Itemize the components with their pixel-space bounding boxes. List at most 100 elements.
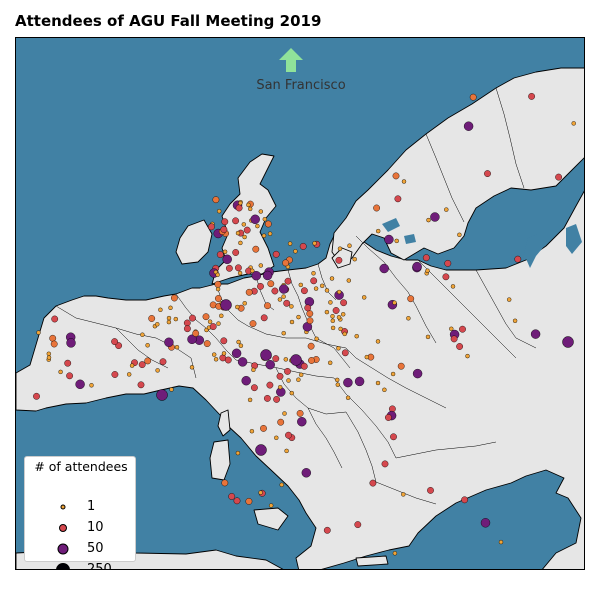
attendee-marker (183, 325, 191, 333)
attendee-marker (242, 234, 247, 240)
attendee-marker (242, 301, 247, 306)
attendee-marker (285, 431, 292, 439)
attendee-marker (264, 302, 271, 310)
attendee-marker (267, 231, 273, 236)
attendee-marker (298, 282, 303, 288)
attendee-marker (64, 359, 72, 367)
attendee-marker (364, 354, 369, 360)
attendee-marker (329, 276, 335, 281)
attendee-marker (255, 223, 260, 229)
attendee-marker (237, 357, 248, 367)
attendee-marker (237, 270, 243, 276)
attendee-marker (323, 526, 331, 534)
attendee-marker (330, 318, 335, 323)
attendee-marker (192, 329, 200, 337)
attendee-marker (216, 321, 221, 326)
attendee-marker (341, 312, 346, 317)
attendee-marker (312, 241, 317, 246)
attendee-marker (233, 497, 241, 505)
attendee-marker (220, 299, 232, 311)
attendee-marker (235, 230, 241, 236)
attendee-marker (384, 414, 392, 421)
attendee-marker (247, 397, 253, 403)
attendee-marker (187, 334, 197, 344)
attendee-marker (220, 226, 228, 233)
attendee-marker (215, 286, 221, 292)
attendee-marker (304, 304, 312, 312)
attendee-marker (376, 228, 381, 234)
attendee-marker (281, 331, 286, 336)
attendee-marker (137, 381, 145, 389)
attendee-marker (220, 337, 228, 345)
attendee-marker (247, 206, 253, 212)
attendee-marker (297, 417, 307, 427)
attendee-marker (459, 325, 466, 333)
attendee-marker (461, 496, 468, 504)
attendee-marker (166, 319, 172, 325)
attendee-marker (290, 354, 302, 366)
attendee-marker (310, 277, 318, 285)
attendee-marker (221, 218, 229, 226)
attendee-marker (166, 315, 172, 321)
attendee-marker (202, 313, 210, 321)
legend-marker (59, 524, 67, 532)
attendee-marker (66, 338, 76, 348)
attendee-marker (251, 270, 262, 281)
attendee-marker (426, 217, 431, 223)
attendee-marker (265, 360, 275, 370)
attendee-marker (211, 352, 217, 357)
attendee-marker (279, 284, 289, 294)
attendee-marker (203, 340, 211, 347)
attendee-marker (235, 304, 240, 310)
attendee-marker (213, 357, 219, 362)
attendee-marker (394, 195, 402, 203)
attendee-marker (382, 387, 387, 392)
attendee-marker (46, 355, 52, 360)
attendee-marker (456, 343, 463, 350)
attendee-marker (375, 380, 381, 386)
attendee-marker (282, 411, 287, 416)
landmass-sicily (253, 507, 289, 531)
attendee-marker (224, 356, 232, 364)
legend-marker (57, 543, 69, 555)
attendee-marker (231, 348, 242, 358)
attendee-marker (498, 539, 504, 545)
attendee-marker (138, 361, 146, 368)
attendee-marker (111, 371, 119, 378)
attendee-marker (260, 424, 267, 432)
attendee-marker (58, 369, 63, 375)
attendee-marker (306, 317, 314, 325)
attendee-marker (480, 518, 491, 528)
attendee-marker (75, 379, 85, 389)
attendee-marker (335, 382, 340, 387)
legend-item-1: 1 (25, 497, 137, 517)
attendee-marker (341, 349, 349, 357)
attendee-markers (33, 93, 576, 556)
attendee-marker (430, 212, 440, 222)
attendee-marker (442, 273, 450, 281)
attendee-marker (189, 365, 195, 370)
attendee-marker (342, 331, 347, 337)
attendee-marker (155, 322, 160, 327)
attendee-marker (159, 358, 167, 366)
landmass-crete (355, 555, 389, 567)
attendee-marker (89, 383, 94, 388)
attendee-marker (140, 332, 145, 337)
attendee-marker (183, 319, 191, 327)
attendee-marker (158, 307, 163, 312)
attendee-marker (255, 444, 267, 456)
map-frame[interactable]: San Francisco # of attendees 1 10 50 250 (15, 37, 585, 570)
landmass-corsica (217, 409, 231, 437)
attendee-marker (296, 377, 301, 382)
attendee-marker (289, 319, 295, 325)
legend-label: 250 (87, 562, 112, 570)
attendee-marker (287, 241, 293, 246)
attendee-marker (212, 196, 220, 204)
attendee-marker (126, 372, 132, 377)
attendee-marker (345, 395, 351, 400)
attendee-marker (320, 283, 325, 289)
attendee-marker (234, 264, 242, 272)
attendee-marker (282, 259, 289, 267)
lakes (382, 218, 582, 268)
attendee-marker (412, 368, 423, 379)
